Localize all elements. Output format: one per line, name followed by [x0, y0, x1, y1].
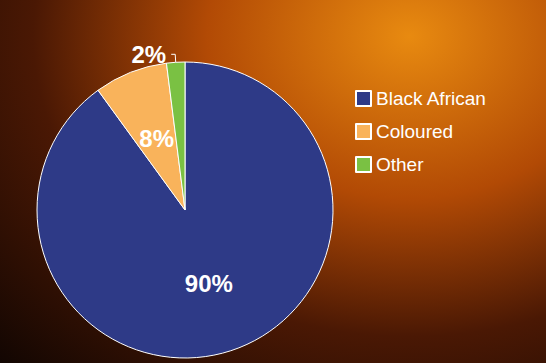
- svg-text:8%: 8%: [139, 125, 174, 152]
- svg-text:Other: Other: [376, 154, 424, 175]
- svg-text:2%: 2%: [132, 41, 167, 68]
- svg-text:90%: 90%: [185, 270, 233, 297]
- svg-text:Coloured: Coloured: [376, 121, 453, 142]
- svg-text:Black African: Black African: [376, 88, 486, 109]
